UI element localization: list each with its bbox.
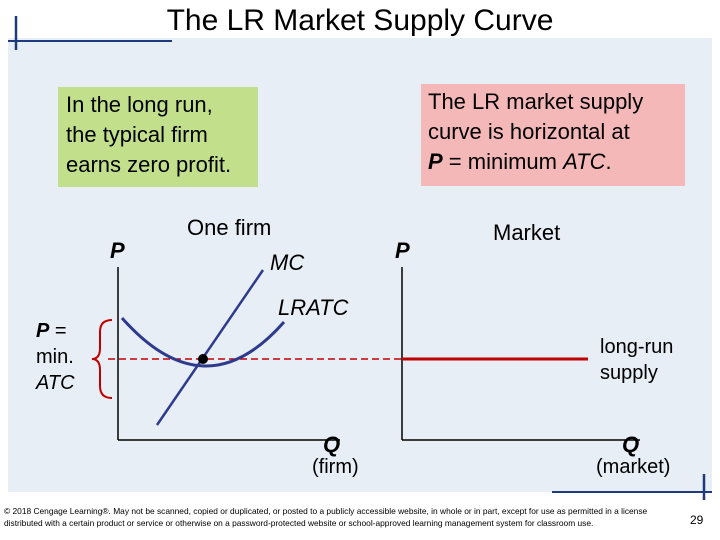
callout-line: The LR market supply	[428, 89, 644, 114]
callout-line: curve is horizontal at	[428, 119, 630, 144]
supply-label-line: long-run	[600, 336, 674, 358]
min-atc-point	[198, 354, 208, 364]
supply-label-line: supply	[600, 362, 658, 384]
price-p-symbol: P	[36, 320, 50, 342]
lratc-label: LRATC	[278, 295, 349, 320]
lr-supply-callout: The LR market supply curve is horizontal…	[421, 84, 685, 186]
callout-p-symbol: P	[428, 149, 443, 174]
callout-line: earns zero profit.	[66, 152, 232, 177]
market-x-axis-sublabel: (market)	[596, 456, 671, 478]
market-graph-heading: Market	[493, 220, 561, 245]
callout-line: the typical firm	[66, 122, 208, 147]
firm-y-axis-label: P	[110, 238, 125, 263]
zero-profit-callout: In the long run, the typical firm earns …	[58, 87, 258, 187]
price-atc-text: ATC	[36, 372, 75, 394]
long-run-supply-label: long-run supply	[600, 334, 673, 386]
price-min-text: min.	[36, 346, 74, 368]
price-brace	[91, 319, 113, 399]
firm-graph-heading: One firm	[187, 215, 272, 240]
copyright-notice: © 2018 Cengage Learning®. May not be sca…	[4, 506, 648, 528]
market-x-axis-label: Q	[622, 432, 640, 457]
callout-text: .	[605, 149, 612, 174]
market-y-axis-label: P	[395, 238, 410, 263]
callout-line: P = minimum ATC.	[428, 147, 678, 177]
firm-x-axis-label: Q	[323, 432, 341, 457]
slide-title: The LR Market Supply Curve	[166, 4, 554, 37]
page-number: 29	[690, 513, 704, 527]
callout-atc-symbol: ATC	[563, 149, 606, 174]
price-eq: =	[49, 320, 67, 342]
callout-text: = minimum	[442, 149, 564, 174]
mc-curve	[155, 269, 265, 426]
mc-label: MC	[270, 250, 305, 275]
callout-line: In the long run,	[66, 92, 213, 117]
price-label: P = min. ATC	[36, 318, 75, 396]
lratc-curve	[120, 317, 286, 368]
firm-x-axis-sublabel: (firm)	[312, 456, 359, 478]
